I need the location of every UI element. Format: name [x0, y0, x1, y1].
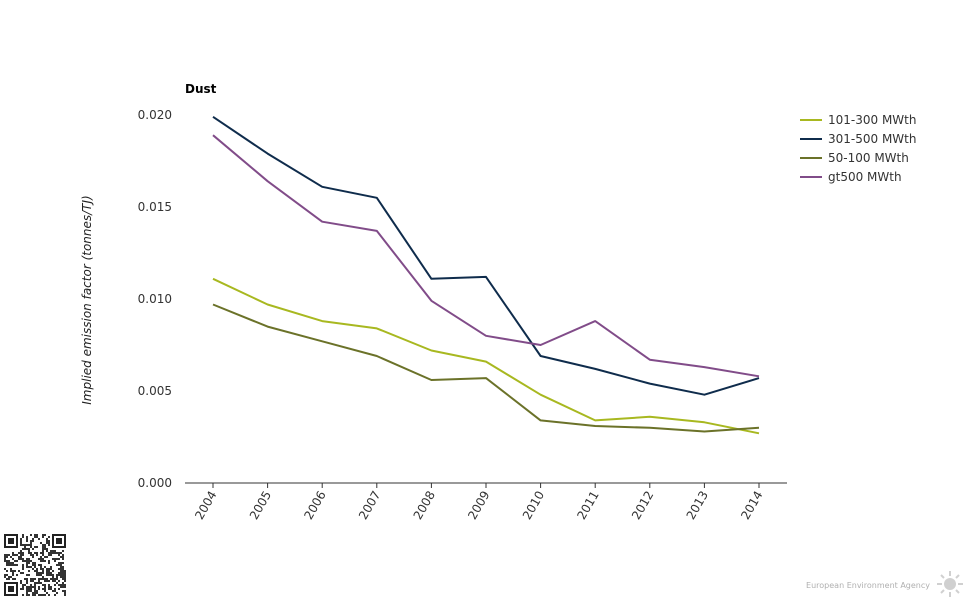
legend-label[interactable]: 50-100 MWth	[828, 151, 909, 165]
legend-label[interactable]: 101-300 MWth	[828, 113, 916, 127]
series-lines	[212, 115, 760, 435]
y-tick-label: 0.000	[138, 476, 172, 490]
y-tick-label: 0.020	[138, 108, 172, 122]
x-tick-label: 2004	[192, 489, 219, 522]
series-line	[212, 134, 760, 378]
x-tick-label: 2006	[301, 489, 328, 522]
attribution-text: European Environment Agency	[806, 581, 930, 590]
y-tick-label: 0.015	[138, 200, 172, 214]
x-tick-label: 2014	[738, 489, 765, 522]
series-line	[212, 115, 760, 396]
series-line	[212, 303, 760, 433]
legend-label[interactable]: 301-500 MWth	[828, 132, 916, 146]
x-axis-ticks: 2004 2005 2006 2007 2008 2009 2010 2011 2012 2013…	[192, 483, 766, 522]
chart-title: Dust	[185, 82, 217, 96]
x-tick-label: 2013	[684, 489, 711, 522]
x-tick-label: 2005	[247, 489, 274, 522]
y-tick-label: 0.010	[138, 292, 172, 306]
y-axis-ticks: 0.000 0.005 0.010 0.015 0.020	[138, 108, 172, 490]
legend[interactable]: 101-300 MWth 301-500 MWth 50-100 MWth gt500…	[800, 113, 916, 184]
eea-logo-icon	[937, 571, 963, 597]
x-tick-label: 2010	[520, 489, 547, 522]
x-tick-label: 2012	[629, 489, 656, 522]
x-tick-label: 2008	[411, 489, 438, 522]
series-line	[212, 277, 760, 435]
qr-code	[4, 534, 66, 596]
x-tick-label: 2011	[574, 489, 601, 522]
x-tick-label: 2007	[356, 489, 383, 522]
legend-label[interactable]: gt500 MWth	[828, 170, 902, 184]
y-axis-label: Implied emission factor (tonnes/TJ)	[80, 195, 94, 404]
x-tick-label: 2009	[465, 489, 492, 522]
y-tick-label: 0.005	[138, 384, 172, 398]
